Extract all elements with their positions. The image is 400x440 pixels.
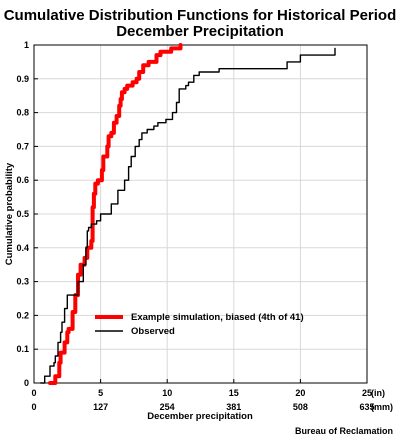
x-tick-label-in: 5 [98,388,103,398]
x-tick-label-mm: 508 [293,402,308,412]
grid-lines [34,45,367,383]
y-tick-label: 1 [24,40,29,50]
y-tick-label: 0.8 [16,108,29,118]
credit-text: Bureau of Reclamation [295,426,393,436]
y-tick-label: 0.9 [16,74,29,84]
x-tick-label-mm: 381 [226,402,241,412]
y-tick-label: 0 [24,378,29,388]
chart-title-line2: December Precipitation [116,23,284,40]
x-tick-label-mm: 635 [359,402,374,412]
x-tick-label-mm: 127 [93,402,108,412]
series-line-simulation [48,43,183,385]
y-tick-label: 0.1 [16,344,29,354]
legend: Example simulation, biased (4th of 41) O… [95,312,304,337]
series-line-observed [40,47,336,384]
y-tick-label: 0.2 [16,310,29,320]
x-tick-label-mm: 254 [160,402,175,412]
legend-label-observed: Observed [131,326,175,337]
y-tick-label: 0.7 [16,141,29,151]
chart-title-line1: Cumulative Distribution Functions for Hi… [4,7,397,24]
x-tick-label-in: 20 [295,388,305,398]
x-tick-label-in: 0 [31,388,36,398]
y-axis-label: Cumulative probability [4,162,15,265]
x-tick-label-in: 10 [162,388,172,398]
x-tick-label-mm: 0 [31,402,36,412]
x-tick-label-in: 25 [362,388,372,398]
legend-label-simulation: Example simulation, biased (4th of 41) [131,312,304,323]
x-tick-label-in: 15 [229,388,239,398]
x-unit-in: (in) [371,388,385,398]
y-tick-labels: 0 0.1 0.2 0.3 0.4 0.5 0.6 0.7 0.8 0.9 1 [16,40,38,388]
y-tick-label: 0.3 [16,277,29,287]
x-axis-label: December precipitation [147,411,253,422]
y-tick-label: 0.5 [16,209,29,219]
x-tick-labels: 0 0 5 127 10 254 15 381 20 508 25 635 [31,379,375,412]
y-tick-label: 0.4 [16,243,29,253]
series-lines [40,43,336,385]
x-unit-mm: (mm) [371,402,393,412]
y-tick-label: 0.6 [16,175,29,185]
